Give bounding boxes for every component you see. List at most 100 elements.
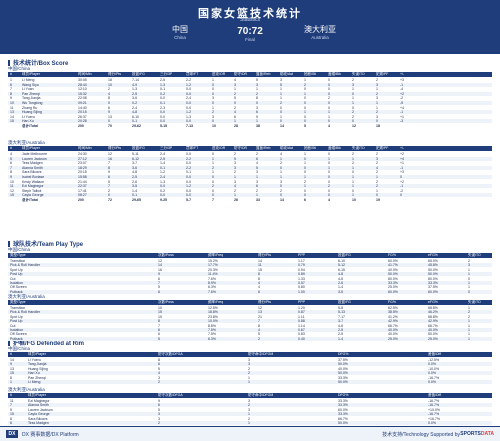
table-row: 8 Pan Zhenqi 3 1 33.3% -16.7% — [8, 376, 492, 380]
table-total-row: 总计/Total 200 70 29-62 5-15 7-13 10 28 38 14 5 4 12 18 — [8, 124, 492, 128]
tech-support: 技术支持/Technology Supported by — [382, 432, 460, 438]
table-cell: 4 — [328, 124, 330, 128]
table-cell: 2 — [328, 184, 330, 189]
table-cell: 6.3% — [208, 336, 216, 341]
section-title: 护框/FG Defended at Rim — [13, 341, 85, 347]
table-cell: 2 — [248, 403, 250, 408]
table-cell: 72 — [108, 198, 112, 202]
table-cell: 0.79 — [298, 263, 305, 268]
table-cell: 0-0 — [160, 110, 166, 115]
table-cell: 5 — [234, 156, 236, 161]
table-cell: 4 — [234, 78, 236, 82]
table-row: 1 Li Meng 2 1 50.0% 0.0% — [8, 380, 492, 384]
table-row: Cut 6 7.6% 8 1.33 4-5 80.0% 80.0% 0 — [8, 277, 492, 281]
team-label: 澳大利亚/Australia — [8, 387, 45, 392]
table-cell: 0 — [108, 119, 110, 124]
table-cell: 7 — [10, 87, 12, 92]
table-cell: 3 — [256, 179, 258, 184]
table-cell: 33.3% — [338, 375, 348, 380]
table-cell: 14 — [280, 124, 284, 128]
table-cell: 5 — [258, 332, 260, 337]
team-label: 中国/China — [8, 247, 31, 252]
table-cell: 2 — [376, 78, 378, 82]
column-header: 差值/Diff — [428, 393, 442, 397]
table-cell: 1 — [352, 87, 354, 92]
table-cell: 1 — [328, 110, 330, 115]
table-cell: 2-5 — [160, 78, 166, 82]
column-header: eFG% — [428, 253, 438, 257]
table-cell: 1 — [468, 267, 470, 272]
table-cell: 1 — [234, 193, 236, 198]
table-cell: 0 — [212, 193, 214, 198]
table-cell: Tess Madgen — [28, 421, 49, 425]
table-cell: 6 — [10, 161, 12, 166]
table-cell: 0-0 — [160, 184, 166, 189]
table-cell: Putback — [10, 336, 23, 341]
column-header: 球员/Player — [28, 393, 46, 397]
table-cell: 0 — [304, 193, 306, 198]
table-cell: 0 — [352, 105, 354, 110]
table-cell: 0 — [280, 165, 282, 170]
table-cell: Pan Zhenqi — [28, 375, 46, 380]
table-cell: 50.0% — [338, 371, 348, 376]
table-row: 14 Li Yueru 26:37 13 6-10 0-0 1-3 3 6 9 1 0 1 2 3 +1 — [8, 115, 492, 119]
table-cell: 41.7% — [388, 263, 398, 268]
table-cell: 2-4 — [186, 96, 192, 101]
table-cell: 4 — [328, 198, 330, 202]
table-cell: 19 — [158, 314, 162, 319]
table-cell: 25.0% — [428, 336, 438, 341]
table-cell: Li Yueru — [22, 114, 35, 119]
table-cell: 12 — [10, 188, 14, 193]
table-cell: Ezi Magbegor — [28, 399, 50, 403]
table-cell: 3-7 — [132, 161, 138, 166]
table-cell: 66.7% — [388, 323, 398, 328]
table-cell: 22:37 — [78, 184, 87, 189]
table-cell: 2 — [376, 152, 378, 156]
table-cell: 24:30 — [78, 152, 87, 156]
table-cell: 1 — [256, 175, 258, 179]
team-label: 中国/China — [8, 346, 31, 351]
table-cell: 20:15 — [78, 170, 87, 175]
table-cell: 6 — [108, 105, 110, 110]
table-cell: 3 — [280, 78, 282, 82]
table-cell: 1.14 — [298, 323, 305, 328]
table-cell: 0 — [212, 119, 214, 124]
table-cell: 21 — [258, 314, 262, 319]
column-header: 三分/3P — [160, 72, 173, 76]
table-cell: 1 — [256, 119, 258, 124]
column-header: 投篮/FG — [132, 146, 145, 150]
table-cell: +1 — [400, 114, 404, 119]
table-cell: 11 — [10, 399, 14, 403]
table-cell: 6 — [158, 276, 160, 281]
table-cell: 40.0% — [338, 366, 348, 371]
table-cell: 2 — [234, 105, 236, 110]
table-cell: Pick & Roll Handler — [10, 310, 41, 315]
table-cell: 0 — [212, 91, 214, 96]
table-cell: +3 — [400, 170, 404, 175]
table-cell: 6-15 — [338, 267, 346, 272]
table-cell: 12.5% — [208, 306, 218, 310]
table-cell: 0 — [280, 193, 282, 198]
table-cell: 2-4 — [160, 175, 166, 179]
table-cell: 6 — [158, 328, 160, 332]
table-cell: 0 — [304, 165, 306, 170]
brand-part-b: DATA — [480, 431, 494, 437]
table-cell: 0.89 — [298, 272, 305, 277]
table-cell: 5 — [280, 82, 282, 87]
table-cell: 3 — [280, 179, 282, 184]
table-cell: 7-14 — [132, 78, 140, 82]
table-row: Isolation 7 8.9% 4 0.57 2-6 33.3% 33.3% 1 — [8, 281, 492, 285]
table-cell: 6 — [234, 114, 236, 119]
table-cell: 1 — [376, 105, 378, 110]
table-cell: 0-0 — [186, 105, 192, 110]
table-cell: 2 — [328, 96, 330, 101]
table-cell: 15 — [258, 267, 262, 272]
table-cell: 0 — [304, 101, 306, 105]
table-cell: 16 — [108, 156, 112, 161]
table-cell: 8 — [258, 276, 260, 281]
table-row: 15 Cayla George 3 1 33.3% -16.7% — [8, 412, 492, 417]
table-cell: 3 — [158, 375, 160, 380]
column-header: PPP — [298, 300, 306, 304]
table-cell: 2-2 — [186, 78, 192, 82]
table-cell: 3 — [234, 165, 236, 170]
